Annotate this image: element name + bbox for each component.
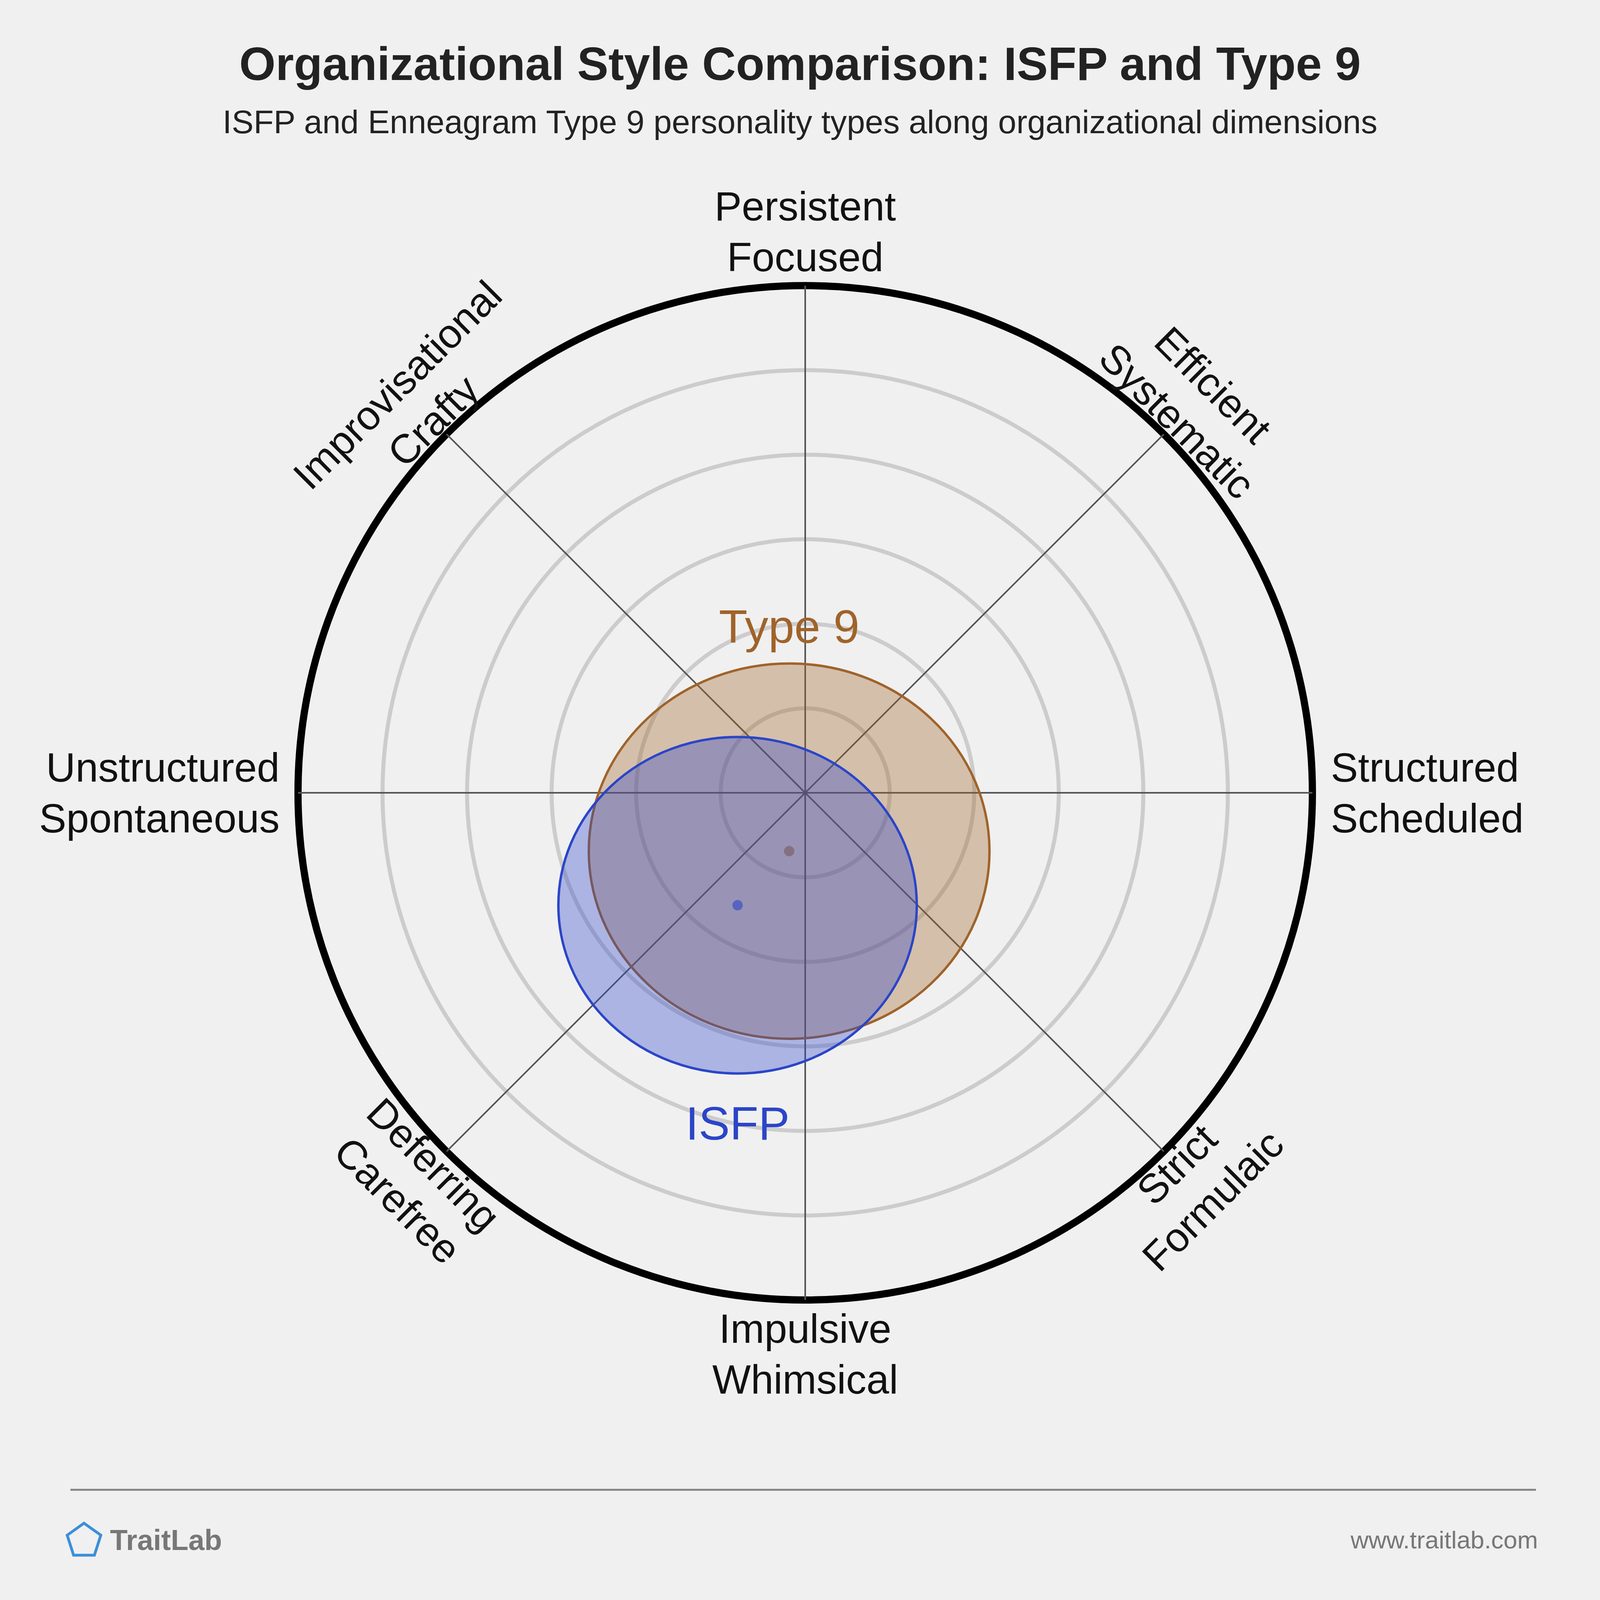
svg-text:Whimsical: Whimsical [712, 1356, 899, 1403]
html-text:ISFP and Enneagram Type 9 pers: ISFP and Enneagram Type 9 personality ty… [222, 103, 1378, 140]
svg-text:Systematic: Systematic [1090, 334, 1264, 508]
svg-text:ISFP: ISFP [685, 1097, 790, 1150]
svg-text:Crafty: Crafty [378, 366, 488, 476]
svg-text:Carefree: Carefree [325, 1128, 470, 1273]
svg-text:Unstructured: Unstructured [46, 744, 280, 791]
svg-text:Deferring: Deferring [357, 1089, 509, 1241]
html-text:TraitLab: TraitLab [110, 1524, 223, 1556]
svg-text:Structured: Structured [1330, 744, 1520, 791]
svg-text:Persistent: Persistent [714, 183, 896, 230]
svg-text:Scheduled: Scheduled [1330, 795, 1524, 842]
svg-text:Formulaic: Formulaic [1133, 1121, 1293, 1280]
html-text:Organizational Style Compariso: Organizational Style Comparison: ISFP an… [239, 37, 1361, 90]
html-text:www.traitlab.com: www.traitlab.com [1350, 1526, 1538, 1554]
svg-text:Impulsive: Impulsive [719, 1306, 892, 1352]
svg-text:Focused: Focused [726, 234, 884, 280]
svg-text:Efficient: Efficient [1145, 317, 1281, 453]
svg-text:Spontaneous: Spontaneous [39, 795, 280, 842]
svg-text:Improvisational: Improvisational [284, 272, 511, 499]
svg-text:Strict: Strict [1128, 1115, 1226, 1214]
svg-text:Type 9: Type 9 [718, 600, 860, 653]
